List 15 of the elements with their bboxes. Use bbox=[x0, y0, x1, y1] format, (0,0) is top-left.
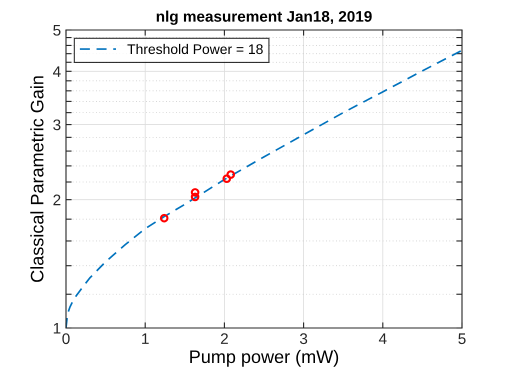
x-tick-label: 1 bbox=[142, 333, 149, 344]
x-tick-label: 2 bbox=[220, 333, 228, 344]
y-tick-label: 2 bbox=[53, 194, 60, 206]
chart-title: nlg measurement Jan18, 2019 bbox=[156, 10, 372, 25]
y-tick-label: 3 bbox=[53, 119, 60, 130]
legend-label: Threshold Power = 18 bbox=[127, 44, 263, 54]
x-axis-title: Pump power (mW) bbox=[190, 350, 338, 367]
x-tick-label: 3 bbox=[300, 333, 308, 344]
x-tick-label: 0 bbox=[62, 333, 70, 344]
x-tick-label: 5 bbox=[458, 333, 466, 344]
y-tick-label: 4 bbox=[52, 66, 61, 77]
y-tick-label: 5 bbox=[53, 25, 60, 36]
x-tick-label: 4 bbox=[378, 333, 387, 344]
y-axis-title: Classical Parametric Gain bbox=[30, 76, 44, 282]
y-tick-label: 1 bbox=[54, 323, 60, 334]
